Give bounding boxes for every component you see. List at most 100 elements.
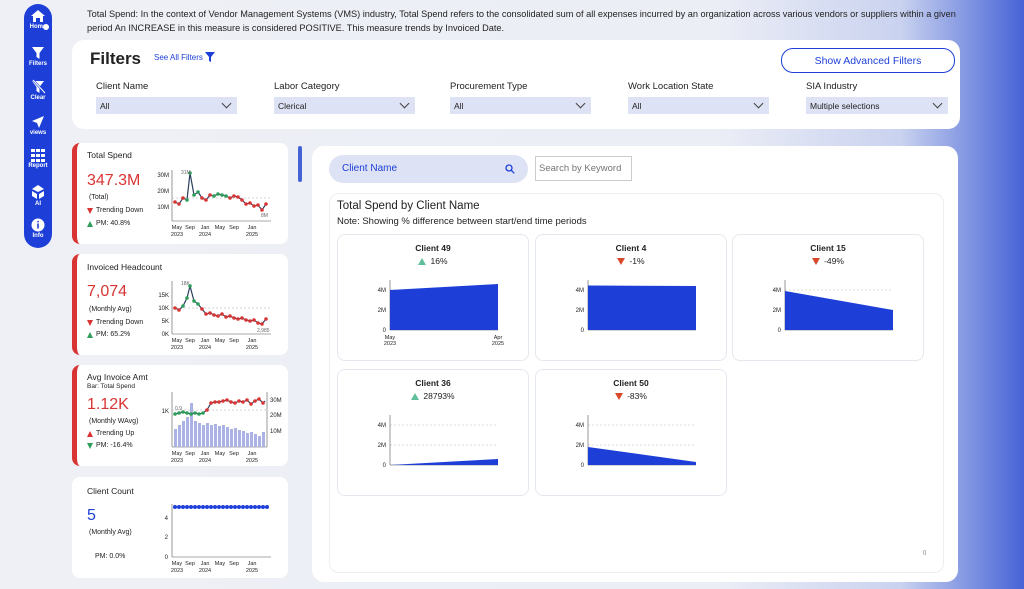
kpi-value: 7,074	[87, 283, 128, 300]
y-tick-left: 1K	[162, 409, 169, 415]
end-label: 2,985	[257, 328, 270, 334]
trend-label: Trending Up	[96, 430, 135, 437]
client-count-sparkline: 4 2 0 May Sep Jan May Sep Jan 2023 2024 …	[165, 504, 271, 574]
nav-clear-label: Clear	[30, 95, 46, 101]
filter-icon	[204, 52, 215, 62]
nav-report[interactable]: Report	[24, 149, 52, 169]
y-tick-label: 4M	[378, 423, 386, 429]
nav-info-label: Info	[32, 233, 44, 239]
area-series-client-15	[785, 291, 893, 330]
see-all-filters-link[interactable]: See All Filters	[154, 52, 215, 62]
y-tick-right: 10M	[270, 429, 282, 435]
x-year: 2023	[171, 458, 183, 464]
kpi-trend: Trending Up	[87, 430, 134, 437]
chevron-down-icon	[932, 98, 943, 109]
home-icon	[31, 10, 45, 22]
filter-labor-category: Labor Category Clerical	[274, 81, 415, 114]
nav-filters[interactable]: Filters	[24, 46, 52, 67]
nav-info[interactable]: Info	[24, 218, 52, 239]
kpi-title: Avg Invoice Amt	[87, 372, 148, 382]
filter-sia-industry: SIA Industry Multiple selections	[806, 81, 948, 114]
small-multiple-chart[interactable]: Client 36 28793% 4M 2M 0	[337, 369, 529, 496]
y-tick: 5K	[162, 319, 169, 325]
small-multiple-chart[interactable]: Client 4 -1% 4M 2M 0	[535, 234, 727, 361]
dropdown-value: Clerical	[278, 100, 307, 111]
pct-value: 28793%	[423, 391, 455, 401]
dropdown-value: All	[100, 100, 110, 111]
x-year: 2024	[199, 568, 211, 574]
x-tick: May	[215, 338, 226, 344]
x-tick: May	[215, 561, 226, 567]
y-tick-label: 2M	[378, 308, 386, 314]
x-tick: May	[215, 225, 226, 231]
tiny-marker: ()	[923, 550, 927, 556]
invoiced-headcount-sparkline: 15K 10K 5K 0K 18K 2,985 May Sep Jan May …	[158, 281, 271, 351]
y-tick-label: 2M	[773, 308, 781, 314]
kpi-card-client-count[interactable]: Client Count 5 (Monthly Avg) PM: 0.0% 4 …	[72, 477, 288, 578]
kpi-pm: PM: 0.0%	[95, 553, 126, 560]
pm-down-icon	[87, 442, 93, 449]
work-location-state-dropdown[interactable]: All	[628, 97, 769, 114]
dropdown-value: All	[454, 100, 464, 111]
x-year: 2024	[199, 345, 211, 351]
kpi-trend: Trending Down	[87, 319, 143, 326]
nav-home[interactable]: Home	[24, 9, 52, 30]
keyword-search-input[interactable]	[535, 156, 632, 181]
x-year: 2024	[199, 232, 211, 238]
kpi-pm: PM: -16.4%	[87, 442, 133, 449]
nav-ai[interactable]: AI	[24, 184, 52, 207]
area-chart: 4M 2M 0	[576, 415, 696, 469]
kpi-title: Total Spend	[87, 150, 132, 160]
area-chart: 4M 2M 0	[576, 280, 696, 334]
total-spend-sparkline: 30M 20M 10M 31M 8M May Sep Jan May Sep J…	[157, 170, 271, 238]
x-year: 2023	[171, 568, 183, 574]
nav-home-label: Home	[29, 24, 47, 30]
filter-label: Procurement Type	[450, 81, 528, 92]
y-tick: 2	[165, 535, 169, 541]
client-name-dropdown[interactable]: All	[96, 97, 237, 114]
pm-label: PM: 65.2%	[96, 331, 131, 338]
kpi-card-total-spend[interactable]: Total Spend 347.3M (Total) Trending Down…	[72, 143, 288, 244]
x-tick: Jan	[201, 451, 210, 457]
x-tick: May	[172, 451, 183, 457]
x-tick: Sep	[185, 225, 195, 231]
x-year: 2025	[246, 568, 258, 574]
nav-rail: Home Filters Clear views Report AI Info	[24, 4, 52, 248]
kpi-card-avg-invoice-amt[interactable]: Avg Invoice Amt Bar: Total Spend 1.12K (…	[72, 365, 288, 466]
client-count-points	[173, 505, 269, 509]
sia-industry-dropdown[interactable]: Multiple selections	[806, 97, 948, 114]
increase-icon	[418, 257, 427, 265]
nav-clear[interactable]: Clear	[24, 79, 52, 101]
show-advanced-filters-button[interactable]: Show Advanced Filters	[781, 48, 955, 73]
client-name-field-pill[interactable]: Client Name	[329, 155, 528, 183]
kpi-note: (Monthly Avg)	[89, 529, 132, 536]
kpi-trend: Trending Down	[87, 207, 143, 214]
pm-label: PM: 40.8%	[96, 220, 131, 227]
small-multiple-chart[interactable]: Client 15 -49% 4M 2M 0	[732, 234, 924, 361]
small-multiple-chart[interactable]: Client 50 -83% 4M 2M 0	[535, 369, 727, 496]
x-tick: May	[172, 561, 183, 567]
small-multiple-chart[interactable]: Client 49 16% 4M 2M 0 May 2023 Apr 2025	[337, 234, 529, 361]
small-multiple-title: Client 36	[415, 378, 451, 388]
y-tick-label: 0	[383, 328, 387, 334]
nav-views[interactable]: views	[24, 115, 52, 136]
x-tick: Jan	[248, 451, 257, 457]
x-tick: Jan	[248, 561, 257, 567]
y-tick-right: 20M	[270, 413, 282, 419]
kpi-note: (Monthly Avg)	[89, 306, 132, 313]
x-tick-label: May	[385, 335, 396, 341]
x-tick: Sep	[229, 561, 239, 567]
chart-title: Total Spend by Client Name	[337, 200, 480, 212]
pct-value: -83%	[627, 391, 647, 401]
filter-icon	[32, 47, 44, 59]
x-year: 2024	[199, 458, 211, 464]
pct-change: -49%	[733, 256, 923, 266]
see-all-label: See All Filters	[154, 52, 203, 62]
pct-change: 28793%	[338, 391, 528, 401]
pct-change: -1%	[536, 256, 726, 266]
procurement-type-dropdown[interactable]: All	[450, 97, 591, 114]
labor-category-dropdown[interactable]: Clerical	[274, 97, 415, 114]
kpi-value: 5	[87, 507, 96, 524]
kpi-card-invoiced-headcount[interactable]: Invoiced Headcount 7,074 (Monthly Avg) T…	[72, 254, 288, 355]
filter-label: SIA Industry	[806, 81, 858, 92]
